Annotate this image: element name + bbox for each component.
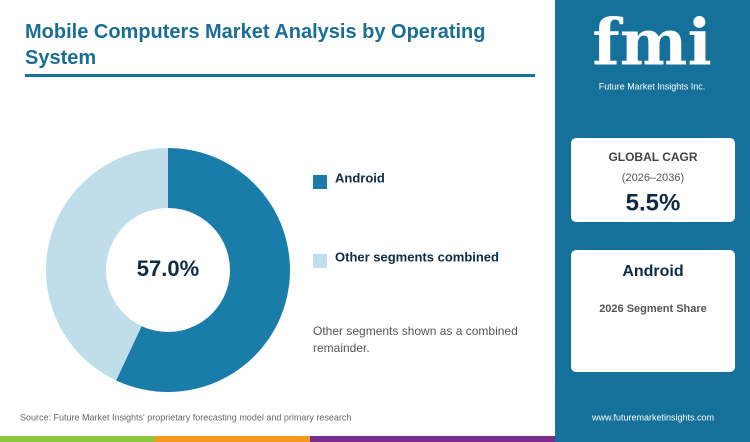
footer-bar [555, 436, 750, 442]
cagr-box [571, 138, 735, 222]
cagr-period: (2026–2036) [622, 172, 684, 184]
legend-label: Android [335, 170, 385, 185]
title-underline [25, 74, 535, 77]
legend-label: Other segments combined [335, 249, 499, 264]
footer-bar [310, 436, 555, 442]
logo: fmi [592, 6, 712, 81]
source: Source: Future Market Insights' propriet… [20, 412, 351, 422]
donut-segment [116, 148, 291, 393]
chart: Android Other segments combined 57.0% [46, 148, 499, 393]
center-label: 57.0% [137, 256, 199, 281]
chart-title: Mobile Computers Market Analysis by Oper… [25, 21, 485, 69]
legend-swatch [313, 175, 327, 189]
footer-bar [155, 436, 310, 442]
footer-bar [0, 436, 155, 442]
cagr-value: 5.5% [626, 189, 681, 216]
cagr-title: GLOBAL CAGR [608, 150, 697, 164]
segment-box [571, 250, 735, 372]
segment-title: Android [622, 263, 683, 280]
note: Other segments shown as a combined remain… [313, 324, 518, 355]
segment-subtitle: 2026 Segment Share [599, 303, 707, 315]
donut-segment [46, 148, 168, 381]
logo-subtitle: Future Market Insights Inc. [599, 81, 706, 91]
legend-swatch [313, 254, 327, 268]
website: www.futuremarketinsights.com [591, 412, 714, 422]
